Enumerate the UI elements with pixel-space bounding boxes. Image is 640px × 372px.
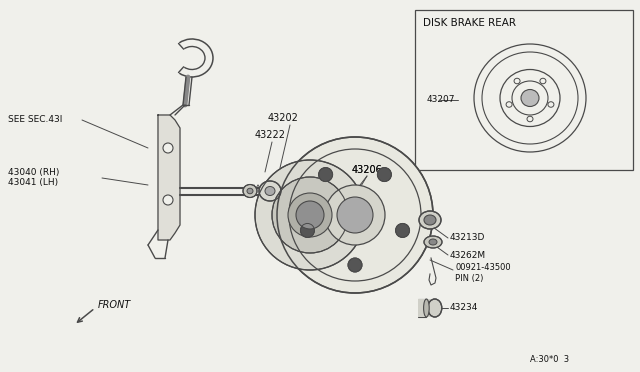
Ellipse shape [259,181,281,201]
Text: 43206: 43206 [352,165,383,175]
Text: PIN (2): PIN (2) [455,273,483,282]
Ellipse shape [265,186,275,196]
Circle shape [163,143,173,153]
Circle shape [348,258,362,272]
Ellipse shape [243,185,257,198]
Ellipse shape [428,299,442,317]
Circle shape [378,167,392,182]
Text: FRONT: FRONT [98,300,131,310]
Text: 43213D: 43213D [450,234,485,243]
Circle shape [288,193,332,237]
Text: SEE SEC.43I: SEE SEC.43I [8,115,62,125]
Text: 43234: 43234 [450,304,478,312]
Ellipse shape [424,299,429,317]
Circle shape [277,137,433,293]
Text: 43041 (LH): 43041 (LH) [8,179,58,187]
Bar [415,10,633,170]
Polygon shape [158,115,180,240]
Text: 43202: 43202 [268,113,299,123]
Text: 43206: 43206 [352,165,383,175]
Text: 43262M: 43262M [450,250,486,260]
Ellipse shape [521,90,539,106]
Text: 43207: 43207 [427,94,456,103]
Text: DISK BRAKE REAR: DISK BRAKE REAR [423,18,516,28]
Ellipse shape [424,236,442,248]
Circle shape [396,224,410,237]
Ellipse shape [247,188,253,194]
Ellipse shape [419,211,441,229]
Text: 00921-43500: 00921-43500 [455,263,511,273]
Circle shape [272,177,348,253]
Ellipse shape [429,239,437,245]
Text: 43040 (RH): 43040 (RH) [8,167,60,176]
Circle shape [163,195,173,205]
Circle shape [319,167,333,182]
Circle shape [300,224,314,237]
Text: 43222: 43222 [255,130,286,140]
Bar [418,299,435,317]
Ellipse shape [424,215,436,225]
Text: A:30*0  3: A:30*0 3 [530,356,569,365]
Circle shape [325,185,385,245]
Circle shape [337,197,373,233]
Circle shape [255,160,365,270]
Circle shape [296,201,324,229]
